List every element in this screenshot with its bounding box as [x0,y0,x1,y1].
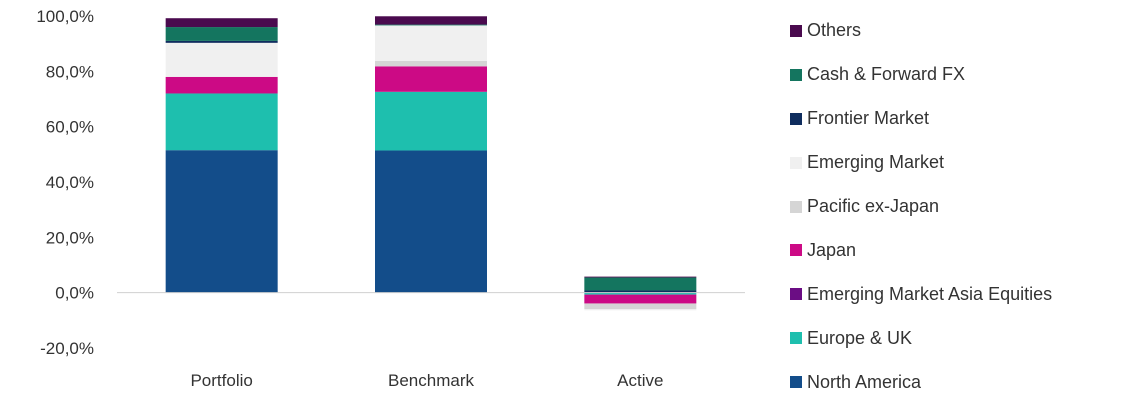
y-tick-label: 100,0% [36,7,94,26]
legend-swatch [790,24,802,37]
legend-item: Europe & UK [790,316,1130,360]
bar-segment [375,60,487,67]
legend-label: Emerging Market [807,152,945,173]
y-tick-label: -20,0% [40,339,94,358]
bar-segment [584,290,697,293]
legend-label: Others [807,20,862,41]
x-tick-label: Portfolio [190,371,252,389]
legend-item: Emerging Market [790,141,1130,185]
legend-item: Pacific ex-Japan [790,185,1130,229]
legend-label: Emerging Market Asia Equities [807,283,1053,304]
legend-item: Frontier Market [790,97,1130,141]
x-tick-label: Active [617,371,663,389]
bar-segment [375,91,487,151]
y-tick-label: 20,0% [46,228,94,247]
legend-item: Japan [790,228,1130,272]
chart-legend: Others Cash & Forward FX Frontier Market Em… [790,9,1130,404]
bar-segment [375,66,487,92]
bar-segment [584,303,697,309]
bar-segment [375,25,487,61]
stacked-bar-chart: 100,0% 80,0% 60,0% 40,0% 20,0% 0,0% -20,0% Port… [36,7,1052,392]
chart-plot: 100,0% 80,0% 60,0% 40,0% 20,0% 0,0% -20,0% Port… [36,7,745,389]
bar-segment [165,18,278,28]
bar-segment [165,150,278,293]
bar-segment [375,24,487,26]
y-tick-label: 60,0% [46,118,94,137]
bar-segment [584,292,697,295]
legend-swatch [790,376,802,389]
legend-label: Frontier Market [807,108,930,129]
legend-swatch [790,332,802,345]
legend-label: Europe & UK [807,327,913,348]
y-tick-label: 40,0% [46,173,94,192]
bar-segment [584,277,697,291]
legend-label: Japan [807,239,857,260]
bar-segment [165,27,278,41]
legend-swatch [790,288,802,301]
bar-segment [165,42,278,77]
legend-item: North America [790,360,1130,404]
x-tick-label: Benchmark [388,371,474,389]
bar-segment [375,16,487,25]
legend-label: Pacific ex-Japan [807,196,940,216]
legend-swatch [790,244,802,257]
bar-segment [584,308,697,311]
legend-swatch [790,156,802,169]
bar-segment [165,40,278,43]
legend-item: Others [790,9,1130,53]
bar-segment [375,150,487,293]
bar-segment [584,276,697,278]
y-tick-label: 0,0% [55,284,94,303]
bar-segment [165,76,278,94]
legend-swatch [790,200,802,213]
legend-item: Emerging Market Asia Equities [790,272,1130,316]
bar-segment [165,93,278,151]
legend-item: Cash & Forward FX [790,53,1130,97]
bar-segment [584,294,697,304]
y-tick-label: 80,0% [46,62,94,81]
legend-label: North America [807,371,922,392]
legend-swatch [790,112,802,125]
legend-swatch [790,68,802,81]
legend-label: Cash & Forward FX [807,64,966,85]
